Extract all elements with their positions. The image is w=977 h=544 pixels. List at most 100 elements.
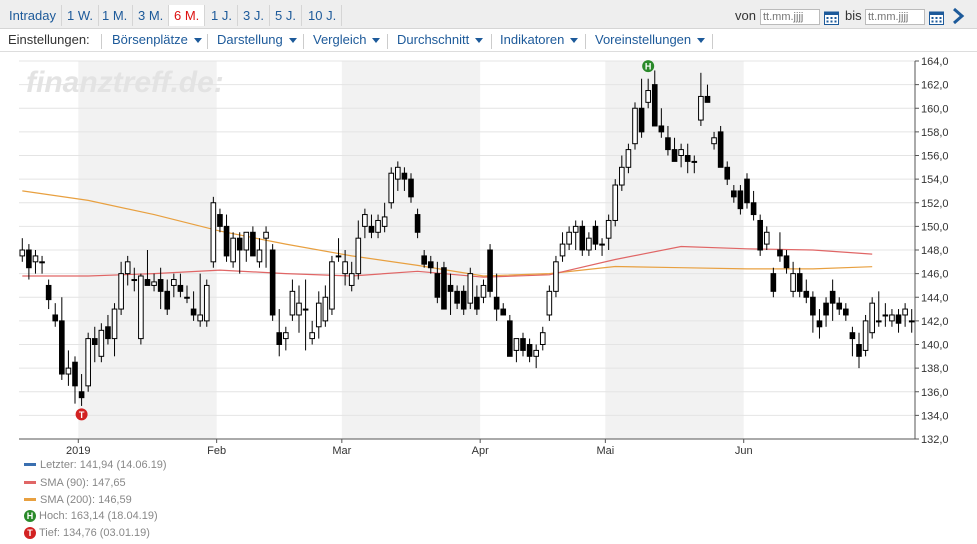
menu-boersenplaetze[interactable]: Börsenplätze xyxy=(112,32,202,47)
candle[interactable] xyxy=(605,214,612,250)
candle[interactable] xyxy=(39,255,45,274)
candle[interactable] xyxy=(566,226,572,250)
candle[interactable] xyxy=(823,297,829,327)
candle[interactable] xyxy=(210,196,217,268)
candle[interactable] xyxy=(671,137,678,162)
candle[interactable] xyxy=(447,273,454,315)
candle[interactable] xyxy=(32,250,39,274)
candle[interactable] xyxy=(263,226,269,268)
candle[interactable] xyxy=(553,255,559,298)
tab-5j[interactable]: 5 J. xyxy=(270,5,302,26)
candle[interactable] xyxy=(592,220,599,250)
candle[interactable] xyxy=(770,267,777,298)
candle[interactable] xyxy=(513,338,520,363)
candle[interactable] xyxy=(520,332,526,357)
candle[interactable] xyxy=(190,291,197,321)
candle[interactable] xyxy=(355,220,362,280)
calendar-icon[interactable] xyxy=(824,10,839,25)
candle[interactable] xyxy=(138,273,144,345)
candle[interactable] xyxy=(579,220,586,256)
candle[interactable] xyxy=(783,250,790,274)
candle[interactable] xyxy=(625,143,632,174)
menu-durchschnitt[interactable]: Durchschnitt xyxy=(397,32,484,47)
candle[interactable] xyxy=(763,226,770,250)
candle[interactable] xyxy=(638,78,645,138)
tab-3m[interactable]: 3 M. xyxy=(133,5,170,26)
candle[interactable] xyxy=(856,332,862,369)
candle[interactable] xyxy=(368,214,375,239)
candle[interactable] xyxy=(895,309,902,333)
candle[interactable] xyxy=(816,309,823,339)
candle[interactable] xyxy=(78,374,85,406)
candle[interactable] xyxy=(197,273,203,327)
candle[interactable] xyxy=(223,214,230,262)
candle[interactable] xyxy=(526,338,533,363)
candle[interactable] xyxy=(342,250,348,286)
candle[interactable] xyxy=(157,267,164,310)
candle[interactable] xyxy=(744,173,750,209)
price-chart[interactable]: finanztreff.de: H T 132,0 134,0 136,0 138,0 1… xyxy=(0,52,977,457)
candle[interactable] xyxy=(810,291,816,333)
candle[interactable] xyxy=(414,208,421,239)
tab-1w[interactable]: 1 W. xyxy=(62,5,100,26)
candle[interactable] xyxy=(724,161,731,186)
candle[interactable] xyxy=(539,326,546,351)
candle[interactable] xyxy=(230,232,236,268)
candle[interactable] xyxy=(632,102,638,150)
candle[interactable] xyxy=(480,279,487,304)
candle[interactable] xyxy=(105,314,111,345)
menu-indikatoren[interactable]: Indikatoren xyxy=(500,32,579,47)
candle[interactable] xyxy=(256,238,263,268)
candle[interactable] xyxy=(750,190,757,221)
candle[interactable] xyxy=(131,267,138,292)
candle[interactable] xyxy=(85,332,91,392)
candle[interactable] xyxy=(829,279,836,321)
candle[interactable] xyxy=(493,273,500,321)
candle[interactable] xyxy=(731,185,737,203)
candle[interactable] xyxy=(619,155,625,191)
candle[interactable] xyxy=(533,344,539,369)
candle[interactable] xyxy=(704,84,711,103)
candle[interactable] xyxy=(52,303,59,327)
candle[interactable] xyxy=(902,303,908,327)
candle[interactable] xyxy=(651,70,658,127)
menu-vergleich[interactable]: Vergleich xyxy=(313,32,381,47)
candle[interactable] xyxy=(401,167,408,191)
candle[interactable] xyxy=(698,72,704,126)
candle[interactable] xyxy=(777,232,783,262)
candle[interactable] xyxy=(250,226,256,257)
candle[interactable] xyxy=(586,232,592,256)
tab-1j[interactable]: 1 J. xyxy=(206,5,238,26)
candle[interactable] xyxy=(59,297,65,380)
candle[interactable] xyxy=(474,285,480,315)
menu-voreinstellungen[interactable]: Voreinstellungen xyxy=(595,32,706,47)
candle[interactable] xyxy=(362,208,368,239)
candle[interactable] xyxy=(862,314,869,357)
candle[interactable] xyxy=(796,267,803,298)
candle[interactable] xyxy=(65,350,72,386)
candle[interactable] xyxy=(454,285,460,310)
candle[interactable] xyxy=(836,297,843,315)
chevron-right-icon[interactable] xyxy=(950,7,966,25)
candle[interactable] xyxy=(309,320,315,345)
candle[interactable] xyxy=(559,232,566,262)
candle[interactable] xyxy=(882,303,889,327)
candle[interactable] xyxy=(217,208,223,233)
candle[interactable] xyxy=(124,255,131,286)
from-date-input[interactable] xyxy=(760,9,820,25)
tab-1m[interactable]: 1 M. xyxy=(97,5,134,26)
candle[interactable] xyxy=(691,155,698,174)
candle[interactable] xyxy=(645,78,651,109)
candle[interactable] xyxy=(546,285,553,321)
candle[interactable] xyxy=(276,309,283,357)
candle[interactable] xyxy=(869,297,875,339)
candle[interactable] xyxy=(658,108,665,138)
candle[interactable] xyxy=(289,279,296,321)
candle[interactable] xyxy=(507,314,513,357)
to-date-input[interactable] xyxy=(865,9,925,25)
candle[interactable] xyxy=(572,220,579,250)
candle[interactable] xyxy=(91,326,98,363)
candle[interactable] xyxy=(665,125,671,156)
candle[interactable] xyxy=(849,326,856,357)
candle[interactable] xyxy=(790,261,796,298)
